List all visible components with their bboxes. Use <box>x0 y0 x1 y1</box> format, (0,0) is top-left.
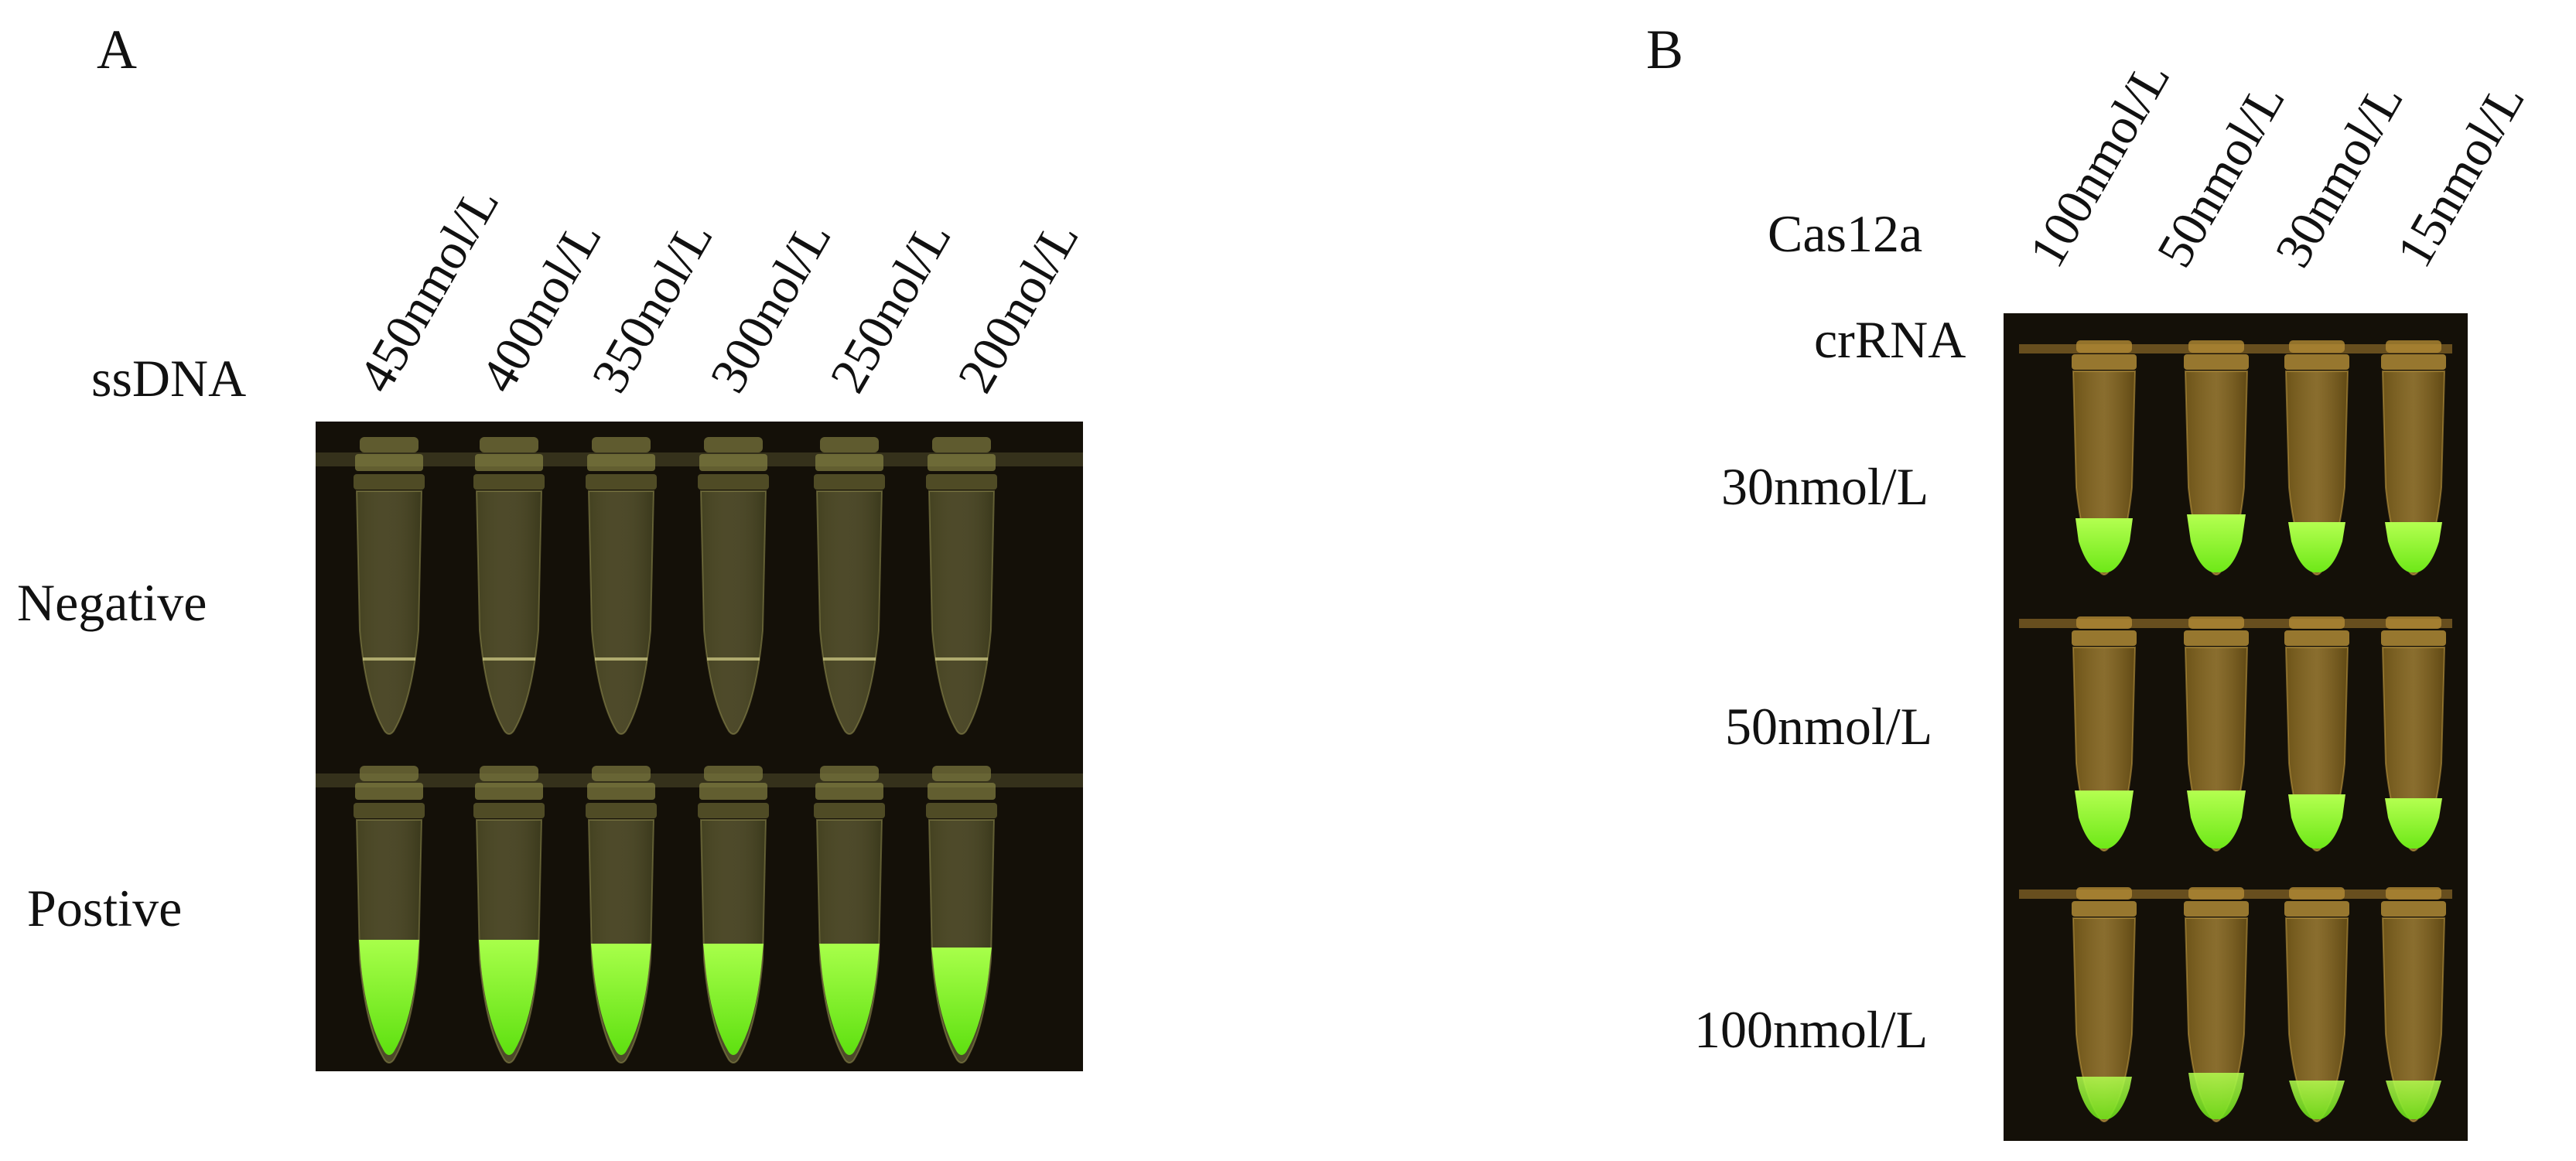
panel-a-letter: A <box>97 19 137 80</box>
panel-a-tube-image <box>316 436 1083 1064</box>
panel-b-letter: B <box>1646 19 1684 80</box>
panel-b-row-label: 100nmol/L <box>1694 1000 1929 1059</box>
panel-a-row-label: Negative <box>17 573 207 632</box>
panel-a-col-label: 250nol/L <box>819 211 962 402</box>
panel-b-col-header: Cas12a <box>1768 204 1923 263</box>
panel-a-tube-photo <box>316 422 1083 1071</box>
panel-b-row-header: crRNA <box>1814 310 1966 369</box>
panel-b-row-label: 30nmol/L <box>1721 457 1929 516</box>
panel-b-row-label: 50nmol/L <box>1725 697 1933 756</box>
panel-a-row-label: Postive <box>27 879 183 937</box>
panel-a-row-header: ssDNA <box>91 349 247 408</box>
panel-a-col-label: 200nol/L <box>947 211 1090 402</box>
panel-b-tube-photo <box>2004 313 2468 1141</box>
panel-b-tube-image <box>2019 340 2452 1122</box>
